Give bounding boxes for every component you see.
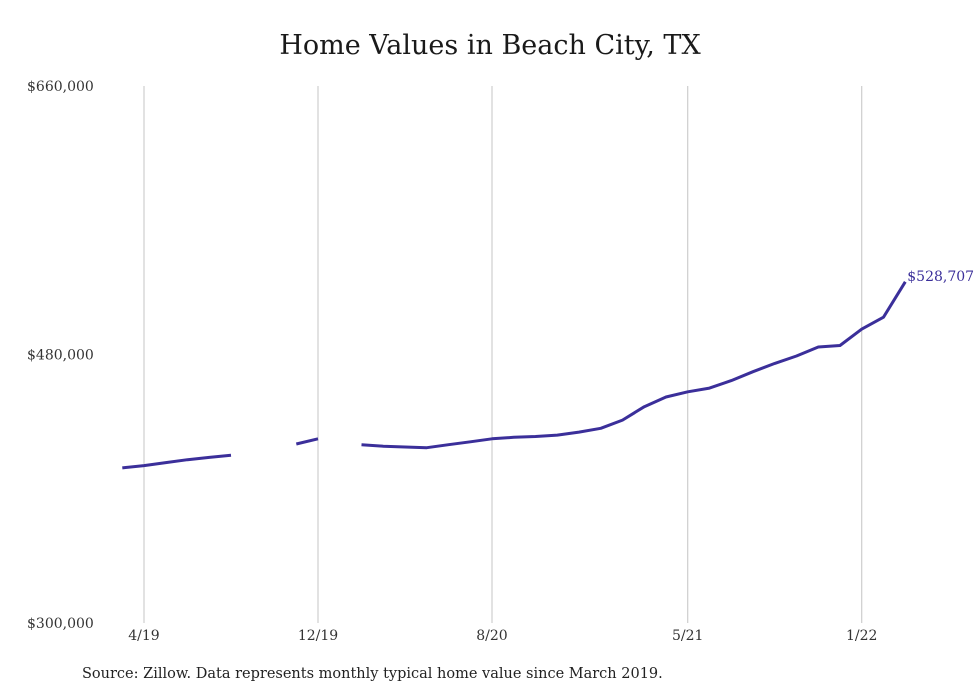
end-value-label: $528,707 bbox=[907, 269, 974, 285]
source-note: Source: Zillow. Data represents monthly … bbox=[82, 666, 663, 682]
x-tick-label: 12/19 bbox=[298, 628, 338, 644]
x-tick-label: 4/19 bbox=[128, 628, 159, 644]
x-tick-label: 1/22 bbox=[846, 628, 877, 644]
y-tick-label: $300,000 bbox=[27, 616, 94, 632]
x-tick-label: 5/21 bbox=[672, 628, 703, 644]
y-tick-label: $480,000 bbox=[27, 348, 94, 364]
series-segment bbox=[295, 437, 319, 446]
series-segment bbox=[361, 281, 907, 450]
data-labels: $528,707 bbox=[907, 269, 974, 285]
chart-title: Home Values in Beach City, TX bbox=[279, 30, 701, 61]
series-segment bbox=[122, 453, 232, 470]
x-axis-ticks: 4/19 12/19 8/20 5/21 1/22 bbox=[128, 628, 877, 644]
x-tick-label: 8/20 bbox=[476, 628, 507, 644]
gridlines bbox=[143, 86, 863, 623]
y-tick-label: $660,000 bbox=[27, 79, 94, 95]
y-axis-ticks: $660,000 $480,000 $300,000 bbox=[27, 79, 94, 632]
series-line bbox=[122, 281, 907, 470]
